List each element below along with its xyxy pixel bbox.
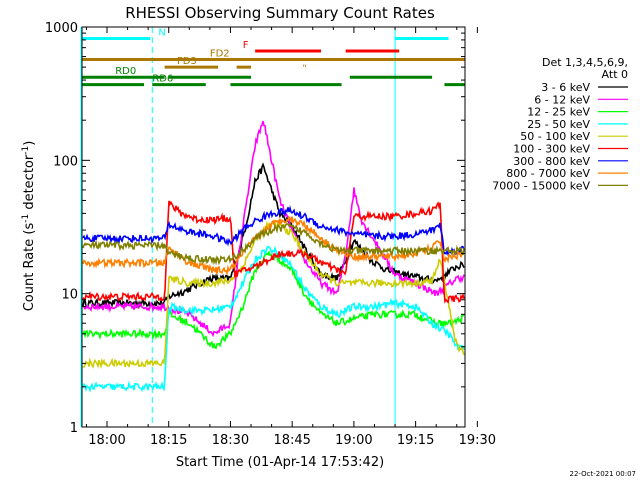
legend-label-7: 800 - 7000 keV: [506, 167, 590, 180]
data-series: [82, 120, 465, 393]
axes: 18:00 18:15 18:30 18:45 19:00 19:15 19:30 1 10 10…: [45, 21, 496, 448]
flag-label-fd3: FD3: [177, 56, 197, 67]
legend-label-2: 12 - 25 keV: [527, 106, 590, 119]
legend-header-line2: Att 0: [602, 68, 628, 81]
y-tick-label-1: 10: [61, 288, 78, 303]
series-line-8: [82, 223, 465, 266]
x-tick-label-5: 19:15: [397, 433, 434, 448]
x-tick-label-4: 19:00: [335, 433, 372, 448]
y-tick-label-3: 1000: [45, 21, 78, 36]
flag-label-rd0: RD0: [115, 66, 136, 77]
series-line-7: [82, 215, 465, 276]
x-tick-label-2: 18:30: [212, 433, 249, 448]
x-tick-label-6: 19:30: [459, 433, 496, 448]
y-tick-label-0: 1: [70, 421, 78, 436]
y-tick-label-2: 100: [53, 154, 78, 169]
legend-label-8: 7000 - 15000 keV: [492, 179, 590, 192]
legend-label-4: 50 - 100 keV: [520, 130, 590, 143]
flag-tiny-mark: ": [302, 64, 306, 74]
flag-bars: N F FD2 FD3 RD0 RD6 ": [82, 27, 465, 87]
x-tick-label-0: 18:00: [88, 433, 125, 448]
legend-header-line1: Det 1,3,4,5,6,9,: [542, 56, 628, 69]
legend-label-0: 3 - 6 keV: [541, 81, 590, 94]
legend-label-3: 25 - 50 keV: [527, 118, 590, 131]
legend-label-6: 300 - 800 keV: [513, 155, 590, 168]
chart-title: RHESSI Observing Summary Count Rates: [125, 4, 435, 22]
y-axis-label: Count Rate (s-1 detector-1): [21, 141, 37, 312]
flag-label-f: F: [243, 40, 249, 51]
flag-label-fd2: FD2: [210, 49, 230, 60]
series-line-1: [82, 120, 465, 338]
flag-label-rd6: RD6: [152, 74, 173, 85]
plot-frame: [81, 26, 466, 428]
legend-label-1: 6 - 12 keV: [534, 93, 590, 106]
legend-label-5: 100 - 300 keV: [513, 143, 590, 156]
series-line-6: [82, 205, 465, 257]
series-line-3: [82, 245, 465, 393]
x-tick-label-3: 18:45: [273, 433, 310, 448]
flag-label-n: N: [158, 27, 165, 38]
series-line-5: [82, 200, 465, 304]
x-tick-label-1: 18:15: [150, 433, 187, 448]
footer-date: 22-Oct-2021 00:07: [570, 470, 636, 478]
x-axis-label: Start Time (01-Apr-14 17:53:42): [176, 455, 384, 470]
